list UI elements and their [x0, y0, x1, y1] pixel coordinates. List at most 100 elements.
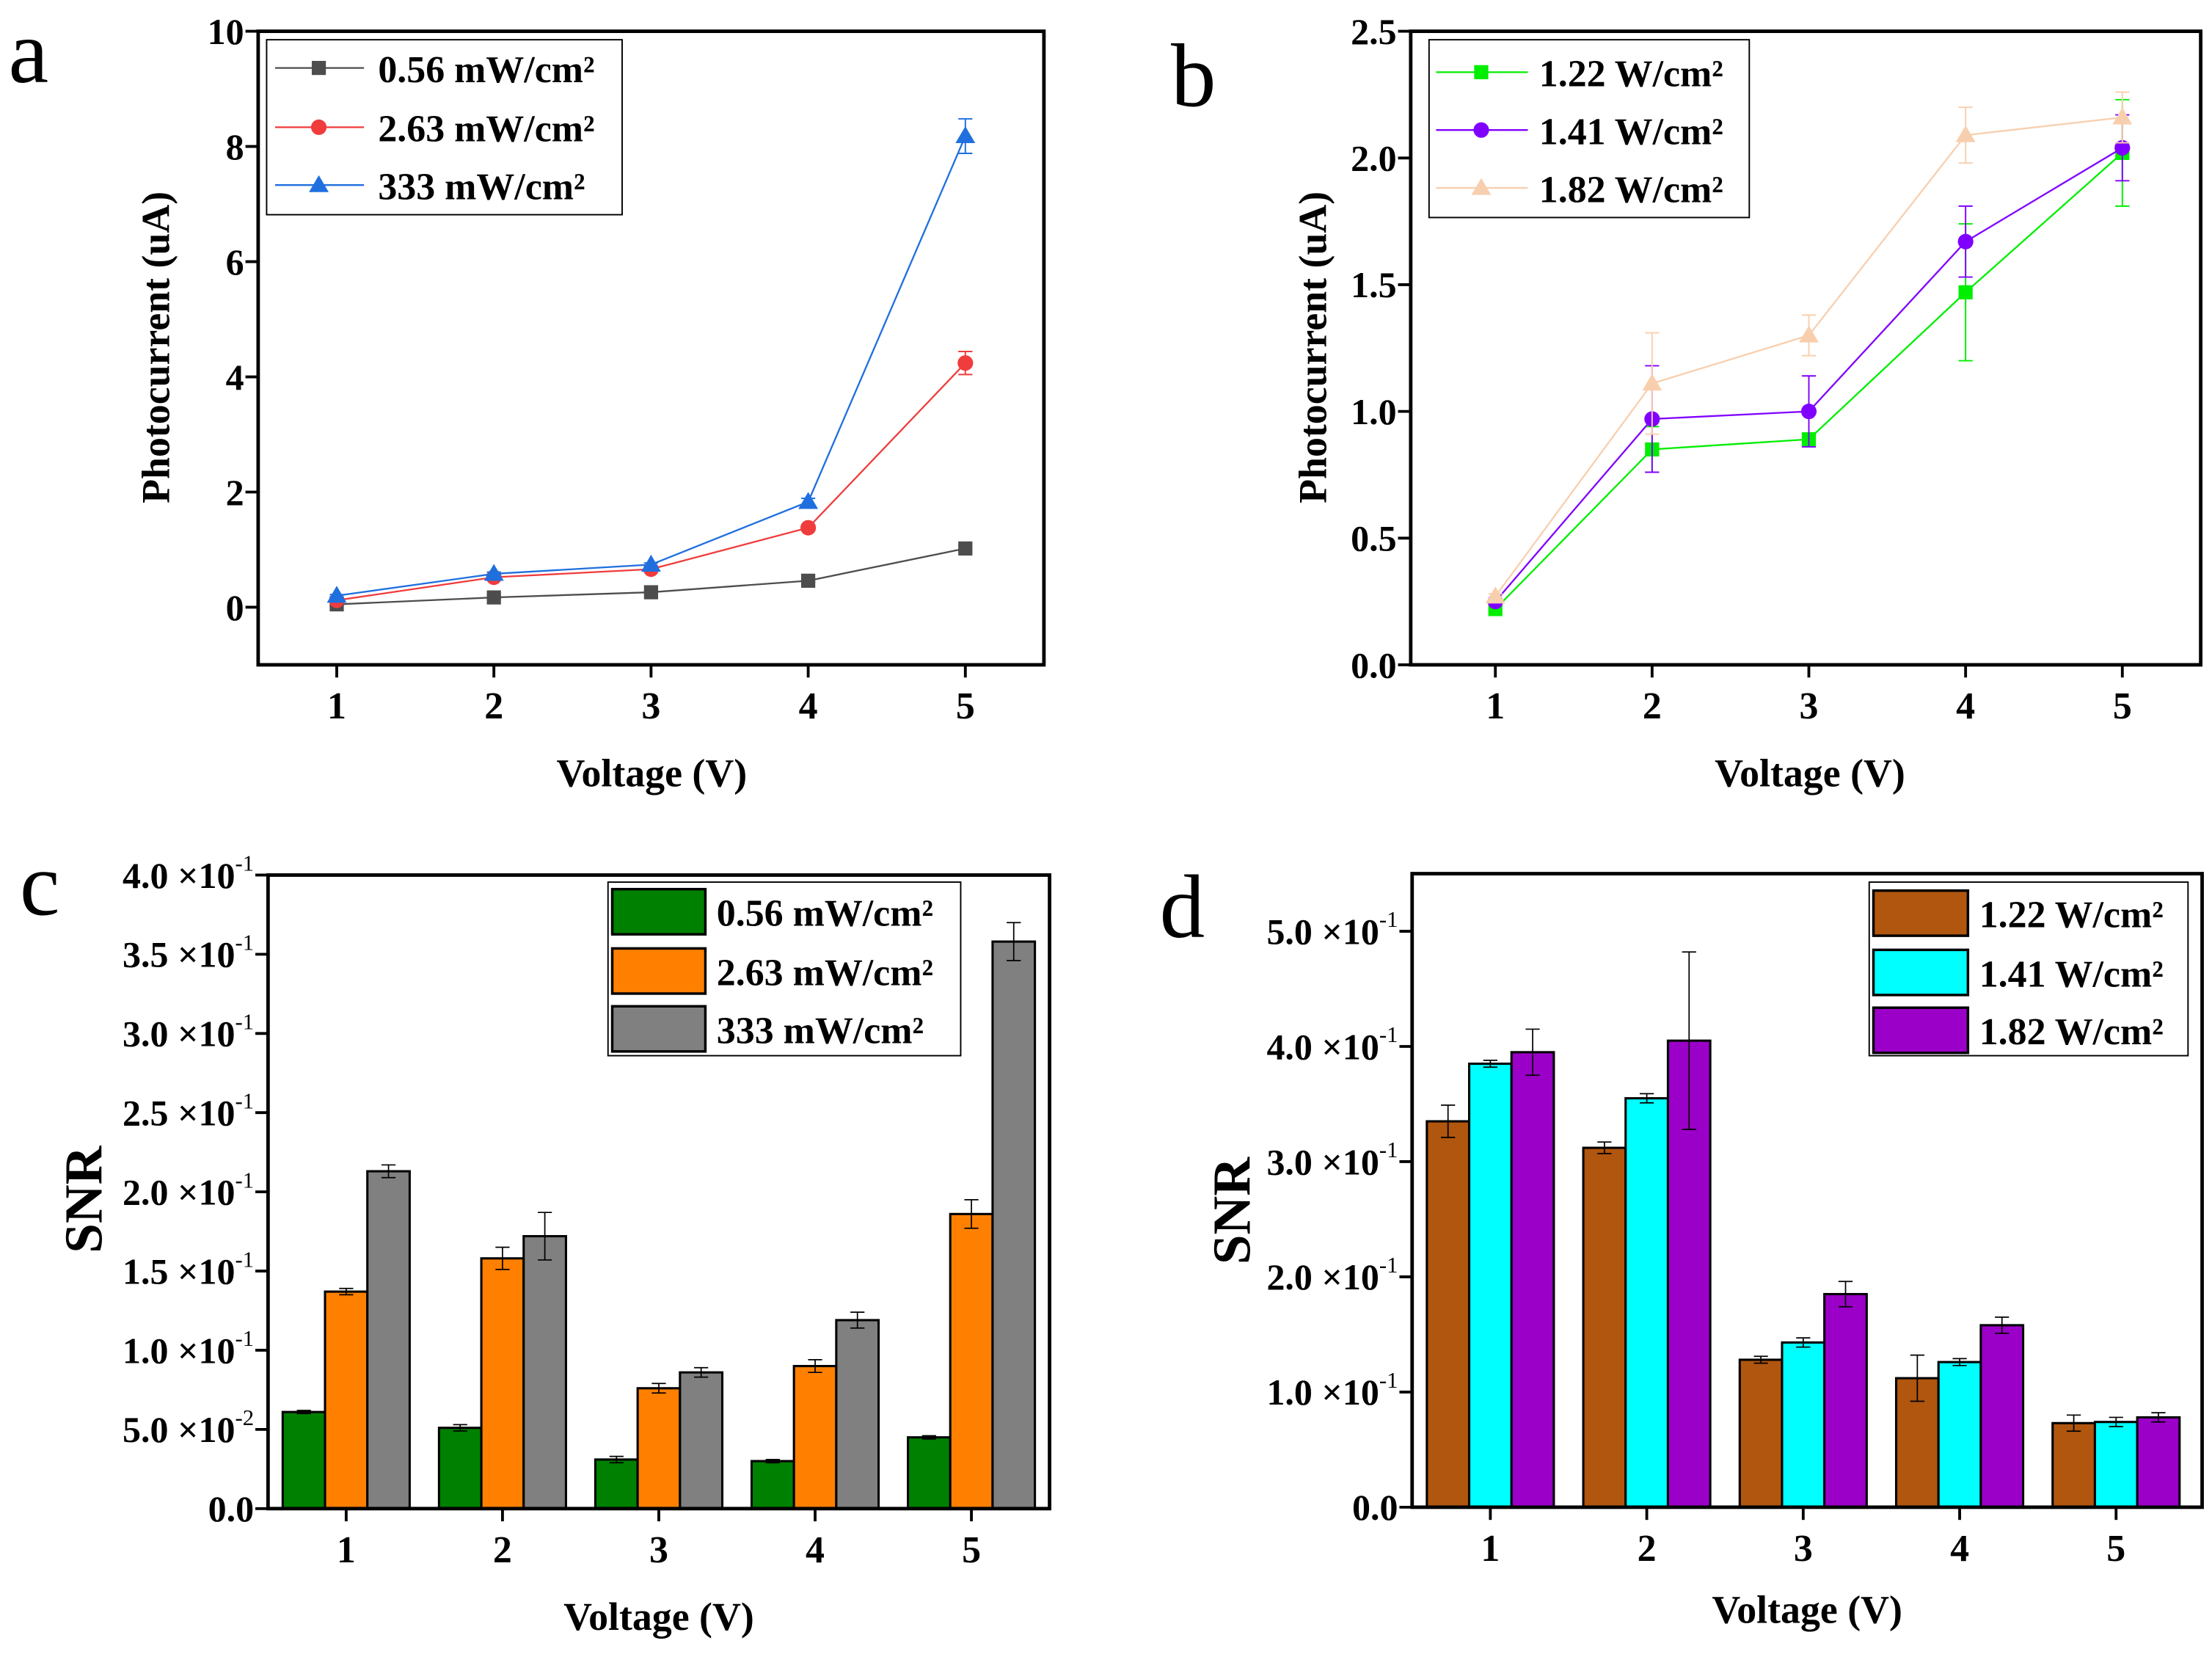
bar — [636, 1387, 682, 1510]
legend-item: 1.41 W/cm² — [1872, 948, 2164, 997]
bar — [281, 1410, 326, 1510]
y-tick-exponent: -1 — [1379, 1137, 1398, 1162]
y-tick-exponent: -1 — [1379, 907, 1398, 932]
legend-label: 0.56 mW/cm² — [717, 893, 933, 935]
y-tick-exponent: -1 — [235, 1010, 254, 1035]
triangle-marker — [483, 564, 504, 581]
legend-item: 333 mW/cm² — [610, 1005, 924, 1053]
error-bar — [808, 1359, 822, 1374]
y-tick-mantissa: 10 — [208, 11, 244, 52]
x-tick-label: 4 — [806, 1529, 825, 1571]
y-tick-mantissa: 1.0 ×10 — [123, 1330, 235, 1371]
bar — [2093, 1421, 2139, 1509]
bar — [1781, 1341, 1826, 1509]
error-bar — [1753, 1355, 1768, 1364]
error-bar — [381, 1164, 396, 1179]
triangle-marker — [955, 125, 976, 144]
y-tick-label: 0.5 — [1351, 518, 1396, 559]
legend-label: 2.63 mW/cm² — [378, 109, 594, 150]
triangle-marker — [1642, 374, 1662, 391]
bar — [594, 1458, 639, 1510]
y-tick-exponent: -1 — [235, 1088, 254, 1113]
y-tick-mantissa: 3.0 ×10 — [1266, 1141, 1379, 1182]
error-bar — [2066, 1414, 2081, 1432]
bar — [2136, 1416, 2181, 1509]
circle-marker — [1473, 122, 1489, 138]
y-tick-mantissa: 1.5 ×10 — [123, 1250, 235, 1292]
x-tick-label: 5 — [2113, 685, 2132, 727]
legend-swatch — [610, 947, 707, 995]
circle-marker — [800, 520, 817, 536]
y-tick-mantissa: 0.0 — [208, 1488, 254, 1529]
error-bar — [694, 1366, 709, 1378]
y-tick-label: 2 — [226, 472, 244, 513]
x-tick-label: 3 — [1794, 1528, 1813, 1570]
x-tick-label: 1 — [337, 1529, 356, 1571]
x-tick-label: 4 — [799, 685, 818, 727]
bar — [1426, 1120, 1471, 1509]
y-tick-label: 2.5 — [1351, 11, 1396, 52]
y-tick-mantissa: 3.5 ×10 — [123, 934, 235, 975]
y-tick-label: 2.0 ×10-1 — [123, 1168, 254, 1212]
error-bar — [339, 1287, 354, 1296]
error-bar — [1796, 1337, 1811, 1348]
bar — [1624, 1097, 1669, 1509]
square-marker — [958, 541, 973, 556]
square-marker — [311, 60, 326, 76]
error-bar — [1441, 1104, 1456, 1138]
error-bar — [1639, 1093, 1654, 1104]
error-bar — [1007, 922, 1021, 961]
square-marker — [1474, 65, 1489, 79]
bar — [1510, 1051, 1555, 1509]
x-axis-label: Voltage (V) — [563, 1595, 754, 1639]
panel-d: d1 2 3 4 50.01.0 ×10-12.0 ×10-13.0 ×10-14.0 … — [1160, 856, 2204, 1632]
x-tick-label: 4 — [1956, 685, 1975, 727]
y-tick-label: 8 — [226, 126, 244, 167]
bar — [991, 940, 1037, 1510]
x-tick-label: 2 — [493, 1529, 512, 1571]
y-tick-exponent: -2 — [235, 1405, 254, 1430]
legend-label: 1.82 W/cm² — [1539, 169, 1723, 211]
error-bar — [1483, 1059, 1497, 1068]
y-tick-label: 2.0 ×10-1 — [1266, 1253, 1398, 1297]
x-axis-label: Voltage (V) — [1712, 1588, 1902, 1632]
y-tick-mantissa: 2.5 ×10 — [123, 1093, 235, 1134]
panel-c: c1 2 3 4 50.05.0 ×10-21.0 ×10-11.5 ×10-12.0 … — [20, 834, 1051, 1639]
legend-label: 1.41 W/cm² — [1979, 953, 2164, 995]
legend-item: 1.82 W/cm² — [1872, 1006, 2164, 1055]
bar — [480, 1257, 525, 1510]
y-tick-exponent: -1 — [235, 1247, 254, 1272]
y-tick-mantissa: 5.0 ×10 — [1266, 911, 1379, 952]
y-tick-mantissa: 1.0 — [1351, 391, 1396, 432]
y-tick-exponent: -1 — [1379, 1253, 1398, 1278]
circle-marker — [1957, 233, 1974, 250]
y-tick-label: 2.0 — [1351, 138, 1396, 179]
y-tick-mantissa: 2.5 — [1351, 11, 1396, 52]
x-tick-label: 2 — [1643, 685, 1662, 727]
y-tick-label: 3.0 ×10-1 — [1266, 1137, 1398, 1182]
bar — [1937, 1361, 1982, 1509]
x-tick-label: 3 — [1800, 685, 1819, 727]
triangle-marker — [1955, 125, 1976, 142]
error-bar — [1910, 1354, 1924, 1402]
x-tick-label: 3 — [641, 685, 660, 727]
circle-marker — [957, 355, 974, 371]
bar — [1979, 1324, 2025, 1509]
y-tick-label: 1.5 — [1351, 264, 1396, 305]
error-bar — [296, 1410, 311, 1415]
error-bar — [921, 1435, 936, 1440]
bar — [906, 1436, 952, 1510]
legend-item: 2.63 mW/cm² — [610, 947, 933, 995]
y-tick-mantissa: 8 — [226, 126, 244, 167]
error-bar — [1682, 951, 1696, 1130]
square-marker — [800, 573, 816, 588]
error-bar — [850, 1311, 865, 1329]
circle-marker — [2114, 139, 2131, 156]
bar — [437, 1427, 483, 1510]
y-tick-mantissa: 1.5 — [1351, 264, 1396, 305]
y-tick-mantissa: 2 — [226, 472, 244, 513]
triangle-marker — [309, 175, 329, 192]
legend-label: 333 mW/cm² — [717, 1010, 924, 1052]
y-tick-exponent: -1 — [235, 851, 254, 876]
